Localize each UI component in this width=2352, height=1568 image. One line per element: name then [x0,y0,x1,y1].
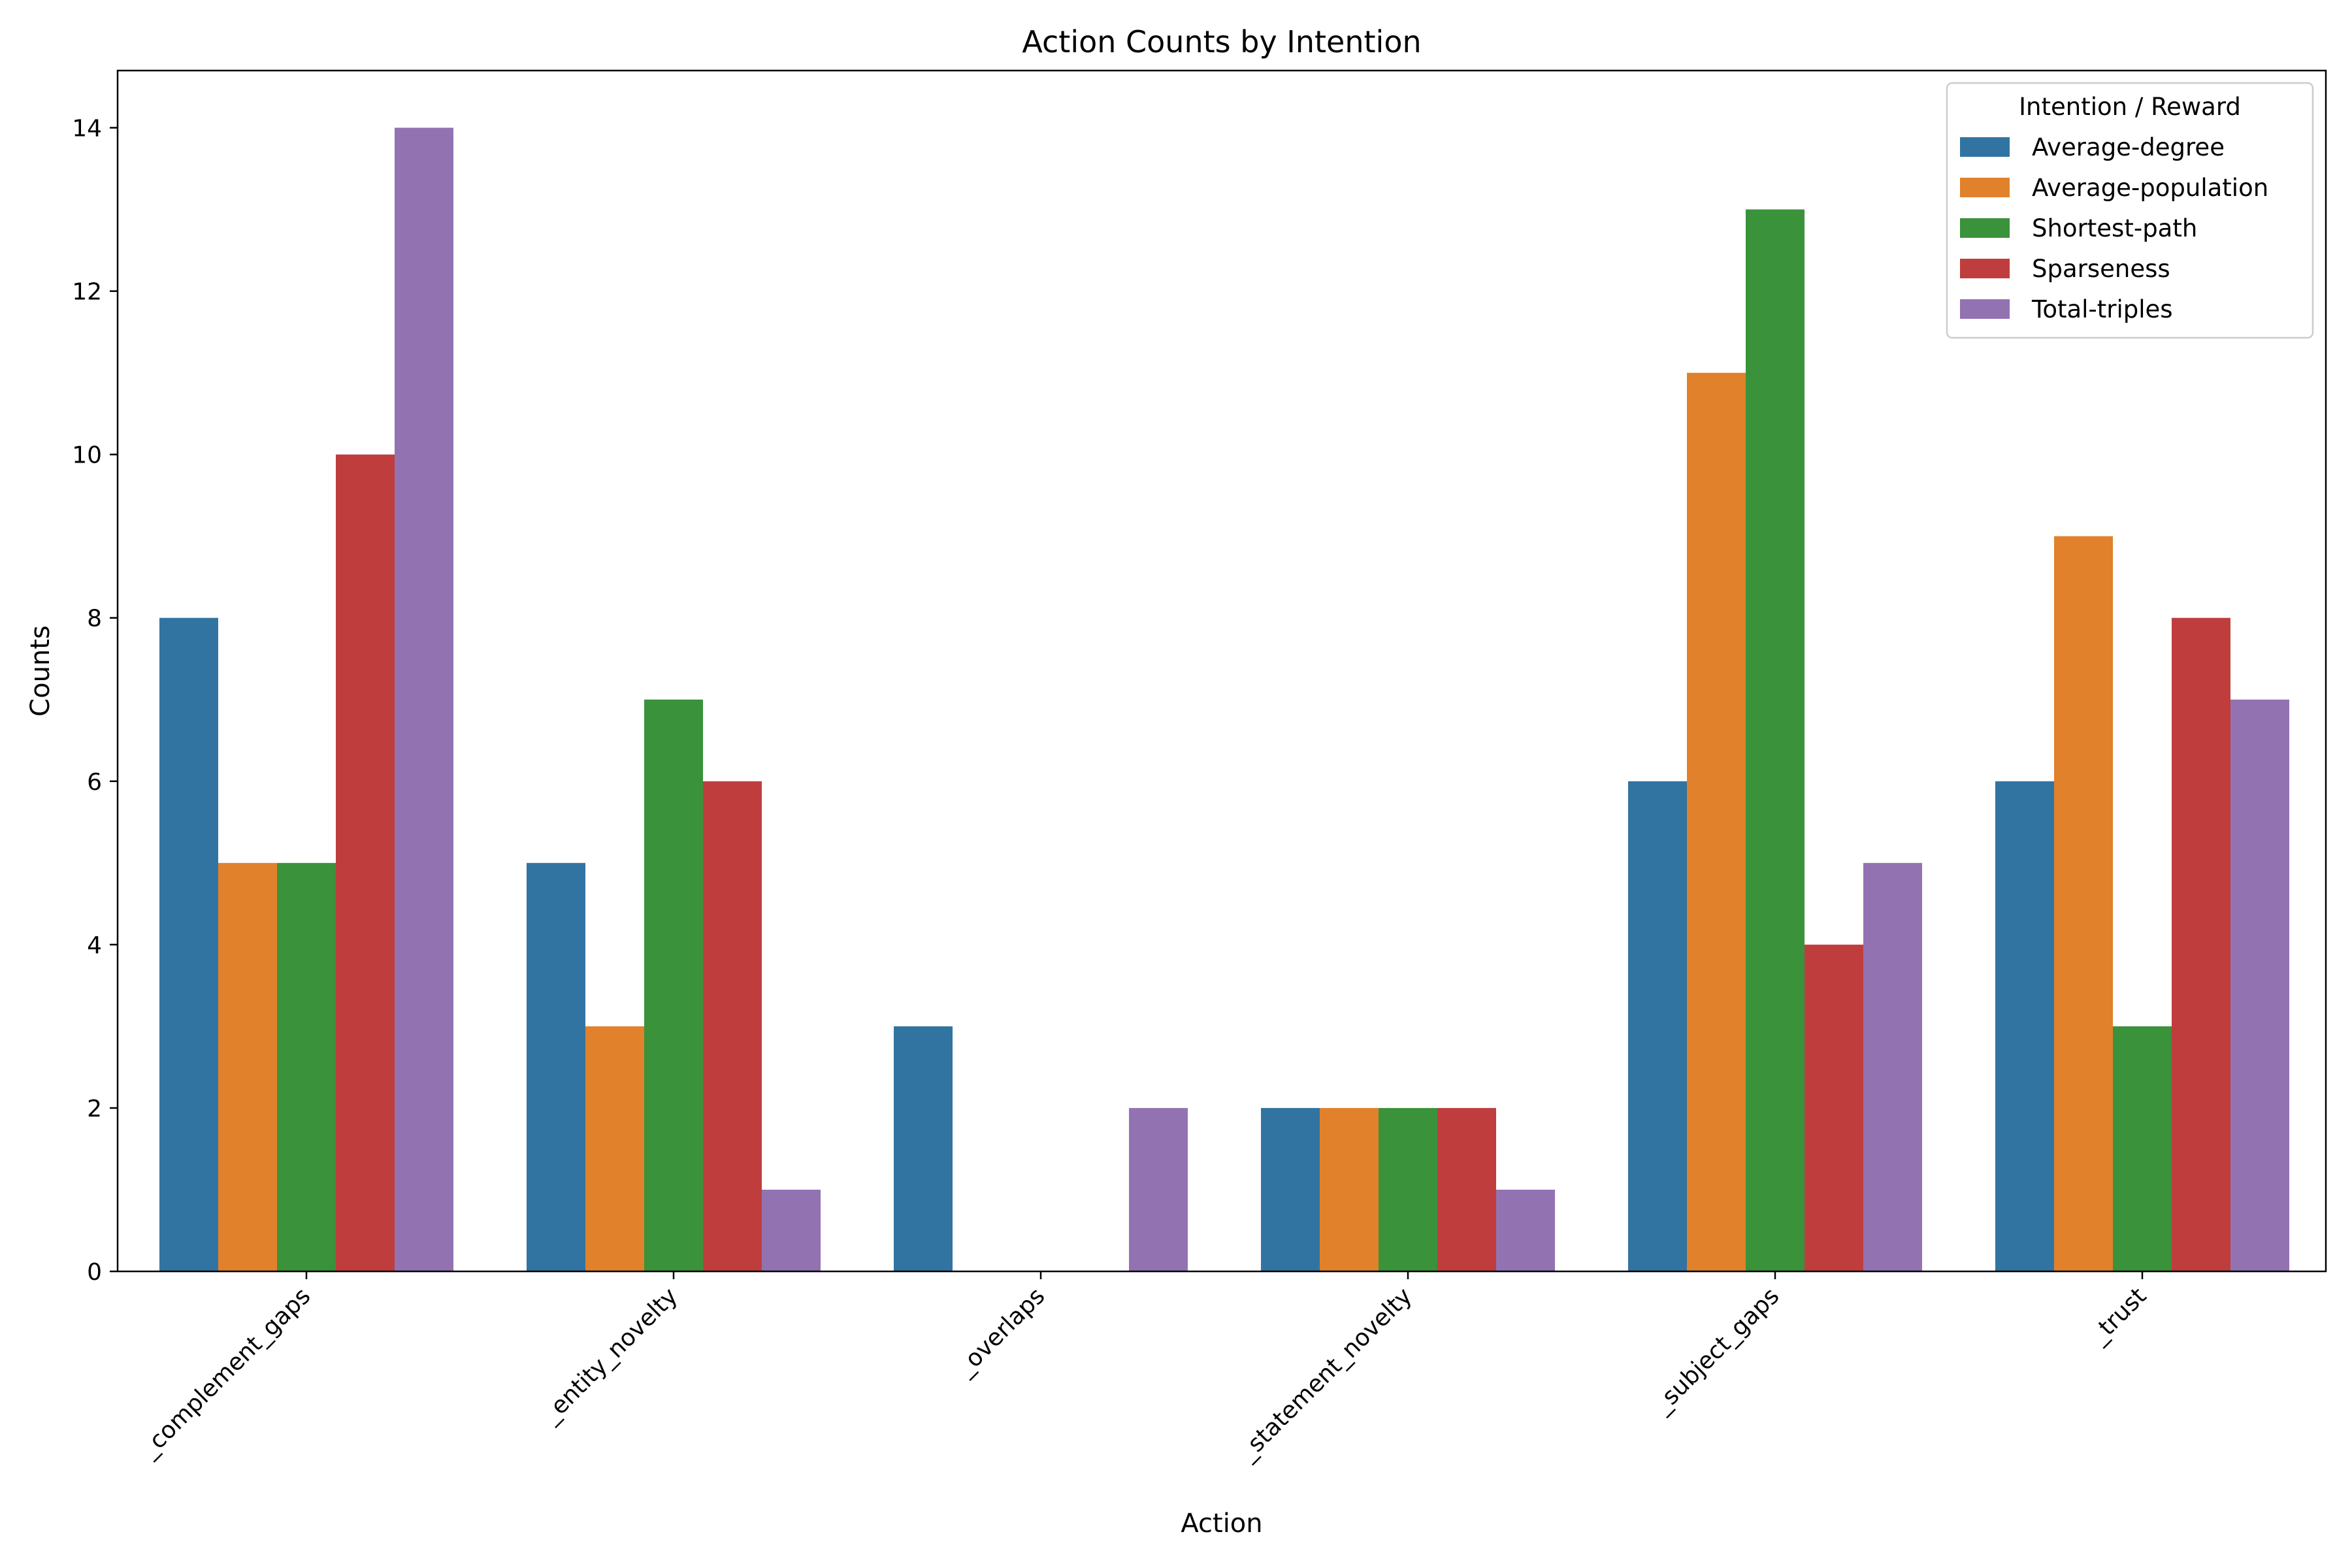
y-tick-label: 4 [87,932,102,959]
bar-entity-novelty-average-population [585,1026,644,1271]
bar-subject-gaps-average-degree [1628,781,1687,1271]
y-tick-label: 14 [72,116,102,142]
legend-label: Shortest-path [2032,214,2197,242]
bar-statement-novelty-average-population [1320,1107,1379,1271]
legend-label: Average-degree [2032,133,2225,161]
y-axis: 0 2 4 6 8 10 12 14 [72,116,118,1286]
bar-complement-gaps-shortest-path [277,862,336,1271]
y-tick-label: 2 [87,1096,102,1122]
bar-complement-gaps-total-triples [395,127,453,1271]
y-tick-label: 6 [87,769,102,796]
legend-label: Total-triples [2031,295,2173,323]
legend-swatch [1960,218,2010,238]
bar-entity-novelty-average-degree [527,862,585,1271]
bar-trust-average-population [2054,536,2113,1271]
bar-subject-gaps-shortest-path [1746,209,1805,1271]
legend-title: Intention / Reward [2019,93,2241,121]
legend-label: Sparseness [2032,255,2170,283]
legend-swatch [1960,178,2010,197]
bar-statement-novelty-sparseness [1437,1107,1496,1271]
bar-complement-gaps-average-population [218,862,277,1271]
bar-statement-novelty-shortest-path [1379,1107,1437,1271]
x-tick-label: _statement_novelty [1234,1282,1418,1466]
x-axis-label: Action [1181,1509,1262,1539]
legend-swatch [1960,259,2010,278]
chart-title: Action Counts by Intention [1022,24,1421,59]
bar-trust-sparseness [2172,617,2230,1271]
y-tick-label: 10 [72,442,102,469]
legend-swatch [1960,137,2010,157]
legend-swatch [1960,299,2010,319]
bar-overlaps-average-degree [894,1026,953,1271]
y-tick-label: 0 [87,1259,102,1286]
x-axis: _complement_gaps _entity_novelty _overlaps… [135,1271,2151,1466]
legend: Intention / Reward Average-degreeAverage… [1946,82,2314,339]
bar-subject-gaps-total-triples [1863,862,1922,1271]
bar-entity-novelty-shortest-path [644,699,703,1271]
bar-complement-gaps-sparseness [336,454,395,1271]
bar-subject-gaps-sparseness [1805,944,1863,1271]
bar-subject-gaps-average-population [1687,372,1746,1271]
plot-frame [116,69,2327,1273]
legend-label: Average-population [2032,174,2268,202]
bar-trust-average-degree [1995,781,2054,1271]
legend-items: Average-degree Average-population Shortest… [1960,133,2268,323]
legend-box [1946,82,2314,339]
x-tick-label: _subject_gaps [1648,1282,1785,1419]
y-axis-label: Counts [25,625,56,717]
bar-statement-novelty-average-degree [1261,1107,1320,1271]
x-tick-label: _overlaps [951,1282,1050,1381]
y-tick-label: 8 [87,606,102,632]
bar-statement-novelty-total-triples [1496,1189,1555,1271]
bar-complement-gaps-average-degree [159,617,218,1271]
bars-group [159,127,2289,1271]
x-tick-label: _entity_novelty [537,1282,683,1429]
bar-entity-novelty-total-triples [762,1189,821,1271]
bar-overlaps-total-triples [1129,1107,1188,1271]
y-tick-label: 12 [72,279,102,306]
bar-trust-total-triples [2230,699,2289,1271]
x-tick-label: _complement_gaps [135,1282,316,1463]
bar-entity-novelty-sparseness [703,781,762,1271]
x-tick-label: _trust [2085,1282,2151,1349]
bar-trust-shortest-path [2113,1026,2172,1271]
